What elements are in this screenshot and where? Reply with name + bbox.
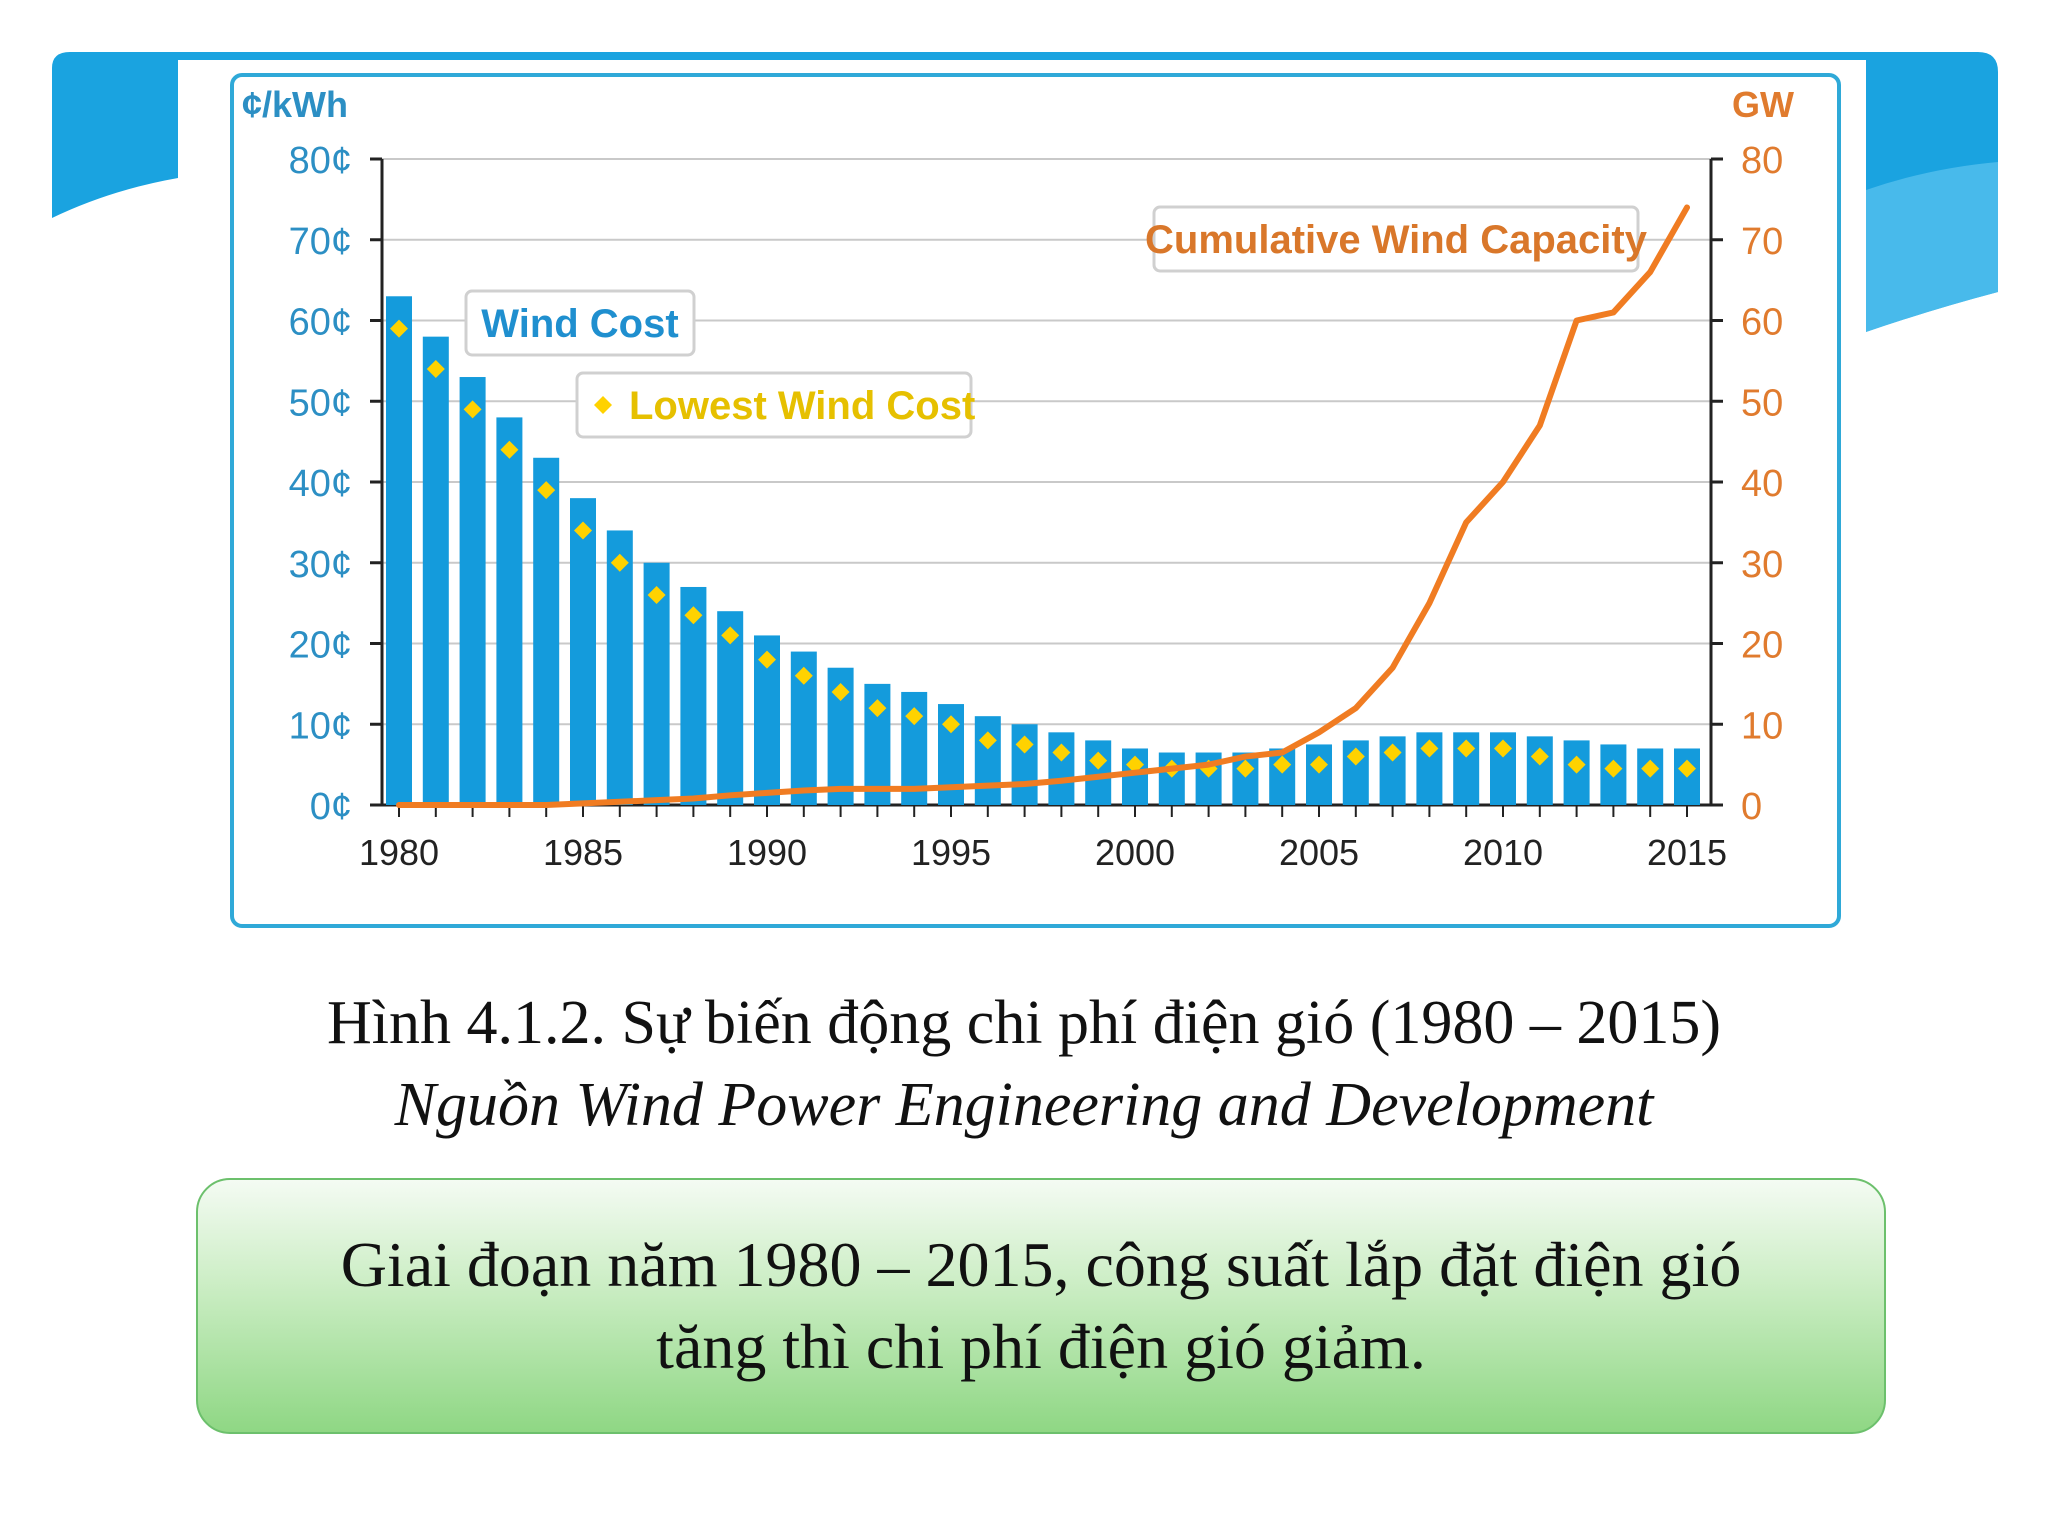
- lowest-wind-cost-marker: [942, 715, 960, 734]
- left-axis-tick-label: 30¢: [289, 544, 352, 586]
- wind-cost-bar: [386, 296, 412, 805]
- legend-wind-cost-box: [464, 289, 696, 357]
- lowest-wind-cost-marker: [794, 666, 813, 685]
- wind-cost-bar: [1526, 736, 1553, 805]
- x-axis-tick-label: 2015: [1647, 832, 1727, 873]
- left-axis-tick-label: 40¢: [289, 463, 352, 505]
- right-axis-unit-label: GW: [1732, 84, 1794, 125]
- legend-wind-cost-label: Wind Cost: [481, 302, 678, 346]
- right-axis-tick-label: 30: [1741, 544, 1783, 586]
- x-axis-tick-label: 2005: [1279, 832, 1359, 873]
- lowest-wind-cost-marker: [1236, 759, 1255, 778]
- x-axis-tick-label: 1980: [359, 832, 439, 873]
- lowest-wind-cost-marker: [831, 682, 850, 701]
- wind-cost-bar: [1048, 732, 1075, 805]
- lowest-wind-cost-marker: [1052, 743, 1071, 762]
- lowest-wind-cost-marker: [1457, 739, 1476, 758]
- lowest-wind-cost-marker: [1126, 755, 1144, 774]
- lowest-wind-cost-marker: [868, 699, 887, 718]
- lowest-wind-cost-marker: [758, 650, 776, 669]
- lowest-wind-cost-marker: [1383, 743, 1402, 762]
- left-axis-unit-label: ¢/kWh: [242, 84, 348, 125]
- lowest-wind-cost-marker: [1494, 739, 1512, 758]
- legend-lowest-wind-cost-box: [575, 371, 973, 439]
- cumulative-capacity-line: [396, 204, 1690, 808]
- summary-callout-box: Giai đoạn năm 1980 – 2015, công suất lắp…: [196, 1178, 1886, 1434]
- right-axis-tick-label: 70: [1741, 221, 1783, 263]
- left-axis-tick-label: 20¢: [289, 625, 352, 667]
- x-axis-tick-label: 1985: [543, 832, 623, 873]
- x-axis-tick-label: 2010: [1463, 832, 1543, 873]
- right-axis-tick-label: 80: [1741, 140, 1783, 182]
- top-accent-band: [178, 52, 1866, 60]
- lowest-wind-cost-marker: [1530, 747, 1549, 766]
- lowest-wind-cost-marker: [500, 440, 519, 459]
- summary-text: Giai đoạn năm 1980 – 2015, công suất lắp…: [340, 1229, 1742, 1382]
- lowest-wind-cost-marker: [1310, 755, 1328, 774]
- x-axis-tick-label: 2000: [1095, 832, 1175, 873]
- chart-frame: 0¢ 10¢ 20¢ 30¢ 40¢ 50¢ 60¢ 70¢ 80¢ ¢/kWh 0 10 20 30 40…: [230, 73, 1841, 928]
- lowest-wind-cost-marker: [647, 586, 666, 605]
- right-axis-tick-label: 20: [1741, 625, 1783, 667]
- wind-cost-chart: 0¢ 10¢ 20¢ 30¢ 40¢ 50¢ 60¢ 70¢ 80¢ ¢/kWh 0 10 20 30 40…: [242, 84, 1794, 873]
- lowest-wind-cost-marker: [1273, 755, 1292, 774]
- wind-cost-bar: [606, 530, 633, 805]
- lowest-wind-cost-marker: [1420, 739, 1439, 758]
- wind-cost-bar: [974, 716, 1001, 805]
- right-axis-tick-label: 40: [1741, 463, 1783, 505]
- wind-cost-bar: [570, 498, 596, 805]
- right-axis-tick-label: 0: [1741, 786, 1762, 828]
- lowest-wind-cost-marker: [1089, 751, 1108, 770]
- legend-lowest-wind-cost-marker: [594, 396, 612, 414]
- figure-caption-source: Nguồn Wind Power Engineering and Develop…: [394, 1071, 1654, 1139]
- wind-cost-bar: [422, 336, 449, 805]
- left-axis-tick-label: 80¢: [289, 140, 352, 182]
- left-axis-tick-label: 70¢: [289, 221, 352, 263]
- left-axis-tick-label: 0¢: [310, 786, 352, 828]
- right-axis-tick-label: 50: [1741, 382, 1783, 424]
- lowest-wind-cost-marker: [390, 319, 408, 338]
- wind-cost-bar: [496, 417, 523, 805]
- legend-cumulative-capacity-box: [1152, 205, 1640, 273]
- lowest-wind-cost-marker: [1678, 759, 1696, 778]
- x-axis-tick-label: 1995: [911, 832, 991, 873]
- left-axis-tick-label: 50¢: [289, 382, 352, 424]
- legend-lowest-wind-cost-label: Lowest Wind Cost: [629, 384, 975, 428]
- wind-cost-bar: [1085, 740, 1112, 805]
- right-axis-tick-label: 60: [1741, 302, 1783, 344]
- figure-caption-title: Hình 4.1.2. Sự biến động chi phí điện gi…: [326, 989, 1722, 1057]
- lowest-wind-cost-marker: [978, 731, 997, 750]
- lowest-wind-cost-marker: [610, 553, 629, 572]
- left-axis-tick-label: 60¢: [289, 302, 352, 344]
- lowest-wind-cost-marker: [684, 606, 703, 625]
- wind-cost-bar: [1306, 744, 1332, 805]
- lowest-wind-cost-marker: [1567, 755, 1586, 774]
- left-axis-tick-label: 10¢: [289, 705, 352, 747]
- lowest-wind-cost-marker: [1641, 759, 1660, 778]
- wind-cost-bar: [459, 377, 486, 805]
- lowest-wind-cost-marker: [1015, 735, 1034, 754]
- right-axis-tick-label: 10: [1741, 705, 1783, 747]
- x-axis-tick-label: 1990: [727, 832, 807, 873]
- lowest-wind-cost-marker: [426, 359, 445, 378]
- lowest-wind-cost-marker: [1604, 759, 1623, 778]
- legend-cumulative-capacity-label: Cumulative Wind Capacity: [1145, 218, 1648, 262]
- wind-cost-bar: [533, 457, 560, 805]
- lowest-wind-cost-marker: [905, 707, 924, 726]
- top-left-wave-decoration: [52, 52, 178, 218]
- lowest-wind-cost-marker: [721, 626, 740, 645]
- lowest-wind-cost-marker: [574, 521, 592, 540]
- lowest-wind-cost-marker: [1346, 747, 1365, 766]
- lowest-wind-cost-marker: [463, 400, 482, 419]
- lowest-wind-cost-marker: [537, 481, 556, 500]
